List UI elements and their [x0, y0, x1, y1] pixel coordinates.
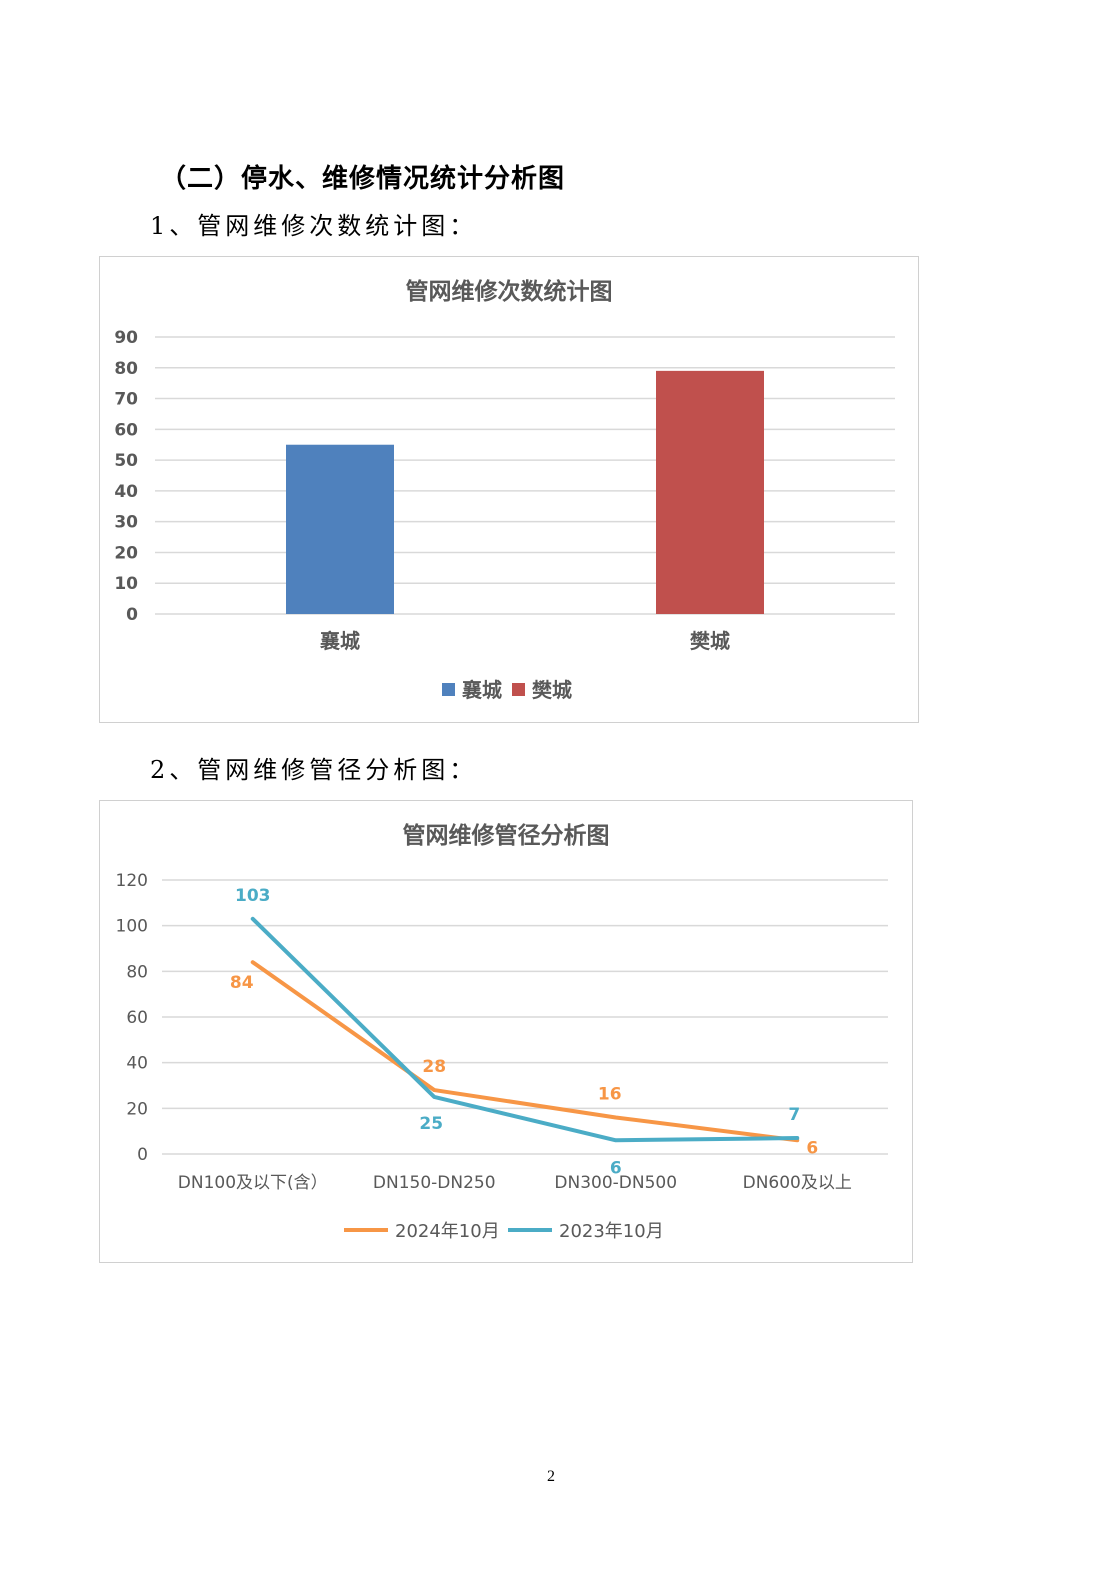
x-tick-label: DN600及以上 — [743, 1173, 852, 1193]
chart-title: 管网维修管径分析图 — [403, 822, 610, 849]
legend-entry: 2023年10月 — [559, 1221, 664, 1242]
x-tick-label: 樊城 — [690, 629, 730, 653]
y-tick-label: 60 — [126, 1008, 148, 1028]
subtitle-repair-count: 1、管网维修次数统计图： — [150, 212, 478, 240]
y-tick-label: 30 — [114, 513, 138, 533]
y-tick-label: 40 — [126, 1054, 148, 1074]
data-label: 28 — [422, 1057, 446, 1077]
y-tick-label: 90 — [114, 328, 138, 348]
subtitle-pipe-diameter: 2、管网维修管径分析图： — [150, 756, 478, 784]
y-tick-label: 80 — [126, 962, 148, 982]
y-tick-label: 10 — [114, 574, 138, 594]
legend-swatch — [442, 683, 455, 696]
chart-title: 管网维修次数统计图 — [406, 278, 613, 305]
page-number: 2 — [547, 1468, 555, 1485]
y-tick-label: 20 — [114, 543, 138, 563]
section-title: （二）停水、维修情况统计分析图 — [160, 164, 566, 194]
series-line-2 — [250, 916, 800, 1143]
x-tick-label: DN100及以下(含） — [178, 1173, 328, 1193]
y-tick-label: 100 — [116, 917, 148, 937]
x-tick-label: 襄城 — [319, 629, 360, 653]
y-tick-label: 50 — [114, 451, 138, 471]
y-tick-label: 0 — [137, 1145, 148, 1165]
y-tick-label: 40 — [114, 482, 138, 502]
legend-swatch — [512, 683, 525, 696]
x-tick-label: DN300-DN500 — [554, 1173, 677, 1193]
bar-1 — [286, 444, 394, 614]
line-chart-container: 管网维修管径分析图 0 20 40 60 80 100 120 DN100及以下(含） DN150… — [99, 800, 913, 1263]
y-tick-label: 20 — [126, 1099, 148, 1119]
y-tick-label: 0 — [126, 605, 138, 625]
y-tick-label: 70 — [114, 390, 138, 410]
x-tick-label: DN150-DN250 — [373, 1173, 496, 1193]
bar-chart-container: 管网维修次数统计图 0 10 20 30 40 50 60 70 80 90 襄城 樊城 襄城 樊城 — [99, 256, 919, 723]
line-chart: 管网维修管径分析图 0 20 40 60 80 100 120 DN100及以下(含） DN150… — [116, 822, 888, 1242]
legend-entry: 襄城 — [461, 678, 502, 702]
data-label: 16 — [598, 1084, 622, 1104]
y-tick-label: 120 — [116, 871, 148, 891]
y-tick-label: 80 — [114, 359, 138, 379]
data-label: 103 — [235, 886, 271, 906]
bar-2 — [656, 370, 764, 614]
data-label: 6 — [806, 1138, 818, 1158]
series-line-1 — [250, 960, 800, 1143]
y-tick-label: 60 — [114, 420, 138, 440]
data-label: 6 — [610, 1158, 622, 1178]
data-label: 7 — [788, 1105, 800, 1125]
data-label: 25 — [419, 1114, 443, 1134]
data-label: 84 — [230, 973, 254, 993]
legend-entry: 2024年10月 — [395, 1221, 500, 1242]
legend-entry: 樊城 — [532, 678, 572, 702]
